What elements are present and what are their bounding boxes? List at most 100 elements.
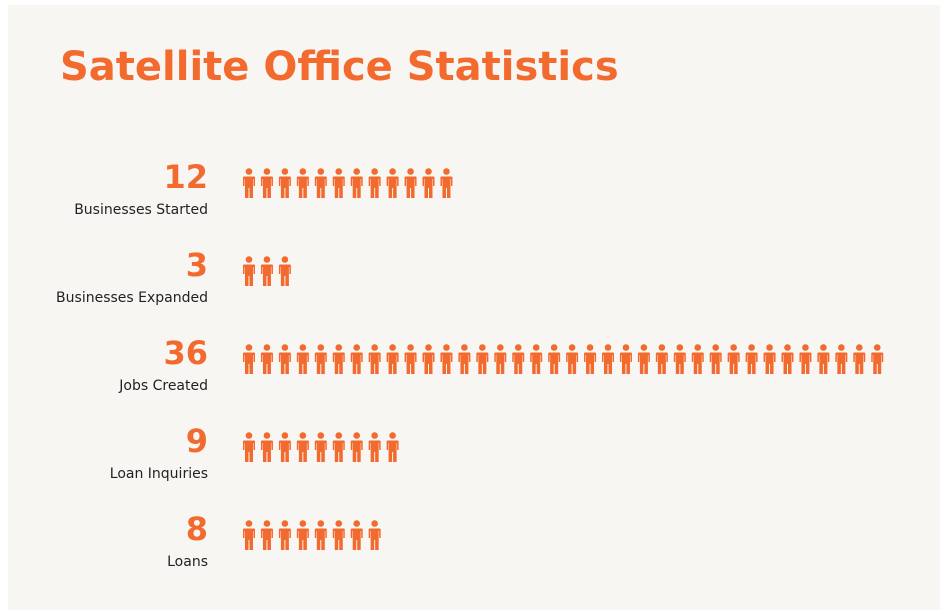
icon-head	[497, 344, 504, 351]
person-icon	[673, 344, 686, 374]
icon-head	[317, 344, 325, 351]
person-icon	[332, 432, 345, 462]
icon-head	[479, 344, 486, 351]
icon-body	[781, 352, 794, 374]
icon-head	[389, 168, 396, 175]
icon-body	[296, 176, 309, 198]
icon-head	[838, 344, 845, 351]
icon-body	[637, 352, 650, 374]
icon-body	[745, 352, 758, 374]
person-icon	[709, 344, 722, 374]
icon-body	[691, 352, 704, 374]
person-icon	[278, 256, 291, 286]
icon-body	[835, 352, 848, 374]
icon-body	[278, 176, 291, 198]
icon-head	[263, 256, 271, 263]
person-icon	[296, 520, 309, 550]
person-icon	[368, 344, 381, 374]
icon-head	[425, 344, 432, 351]
icon-body	[243, 176, 255, 198]
person-icon	[260, 432, 273, 462]
person-icon	[386, 168, 399, 198]
person-icon	[260, 168, 273, 198]
icon-head	[873, 344, 881, 351]
person-icon	[512, 344, 525, 374]
icon-head	[658, 344, 666, 351]
icon-row	[243, 432, 399, 462]
icon-body	[314, 440, 327, 462]
icon-head	[317, 168, 325, 175]
person-icon	[386, 432, 399, 462]
icon-head	[407, 168, 414, 175]
icon-head	[712, 344, 719, 351]
icon-body	[602, 352, 614, 374]
icon-head	[694, 344, 702, 351]
icon-body	[350, 440, 363, 462]
person-icon	[332, 168, 345, 198]
panel	[8, 5, 940, 610]
icon-body	[440, 176, 453, 198]
icon-body	[260, 528, 273, 550]
person-icon	[835, 344, 848, 374]
person-icon	[350, 168, 363, 198]
icon-body	[296, 440, 309, 462]
person-icon	[422, 168, 435, 198]
icon-body	[368, 528, 381, 550]
person-icon	[332, 344, 345, 374]
icon-body	[260, 440, 273, 462]
icon-head	[353, 168, 360, 175]
icon-body	[512, 352, 525, 374]
person-icon	[853, 344, 866, 374]
icon-head	[317, 520, 325, 527]
icon-head	[461, 344, 468, 351]
person-icon	[314, 344, 327, 374]
icon-head	[335, 344, 343, 351]
icon-body	[494, 352, 507, 374]
icon-body	[548, 352, 561, 374]
person-icon	[440, 168, 453, 198]
icon-head	[281, 432, 289, 439]
person-icon	[368, 520, 381, 550]
icon-head	[245, 520, 253, 527]
person-icon	[404, 344, 417, 374]
icon-body	[476, 352, 489, 374]
icon-head	[371, 520, 378, 527]
person-icon	[260, 256, 273, 286]
person-icon	[260, 344, 273, 374]
icon-row	[243, 344, 884, 374]
icon-head	[676, 344, 684, 351]
icon-body	[243, 528, 255, 550]
icon-head	[748, 344, 755, 351]
person-icon	[817, 344, 830, 374]
icon-head	[371, 344, 378, 351]
icon-body	[404, 352, 417, 374]
icon-body	[404, 176, 417, 198]
icon-head	[443, 344, 450, 351]
icon-body	[243, 264, 255, 286]
icon-head	[856, 344, 863, 351]
icon-head	[263, 432, 271, 439]
icon-head	[335, 520, 343, 527]
icon-head	[299, 520, 307, 527]
person-icon	[350, 520, 363, 550]
icon-body	[871, 352, 884, 374]
person-icon	[745, 344, 758, 374]
icon-body	[386, 176, 399, 198]
icon-body	[314, 352, 327, 374]
icon-body	[799, 352, 812, 374]
icon-head	[622, 344, 630, 351]
person-icon	[314, 432, 327, 462]
icon-head	[371, 168, 378, 175]
icon-head	[281, 520, 289, 527]
icon-head	[820, 344, 827, 351]
icon-head	[245, 256, 253, 263]
person-icon	[296, 432, 309, 462]
icon-body	[727, 352, 740, 374]
icon-body	[278, 528, 291, 550]
person-icon	[799, 344, 812, 374]
icon-head	[281, 168, 289, 175]
person-icon	[314, 520, 327, 550]
person-icon	[243, 256, 255, 286]
icon-head	[389, 344, 396, 351]
